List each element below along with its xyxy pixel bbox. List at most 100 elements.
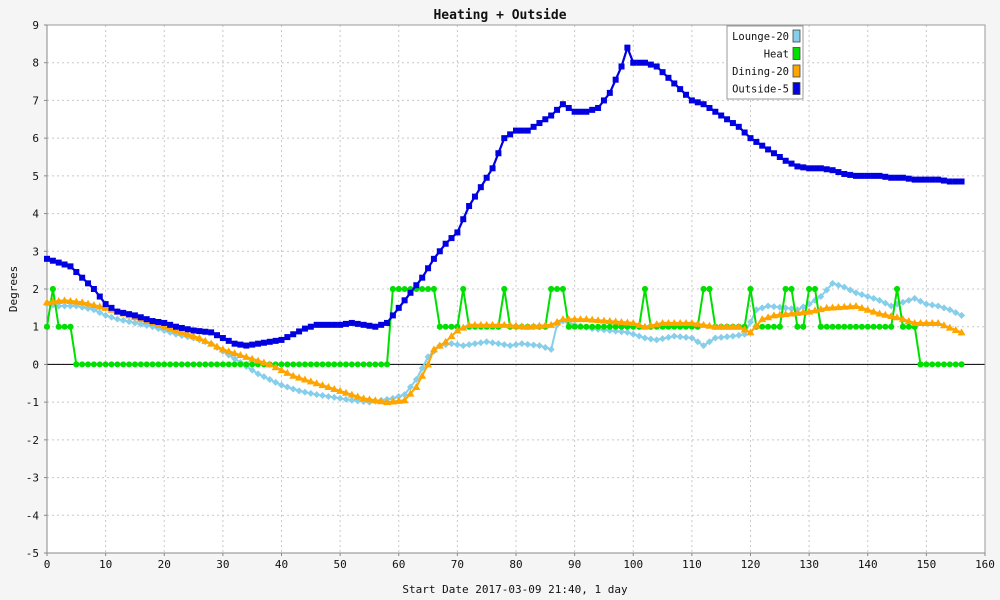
data-point bbox=[207, 339, 216, 347]
data-point bbox=[494, 340, 502, 348]
data-point bbox=[483, 338, 491, 346]
data-point bbox=[652, 320, 661, 328]
data-point bbox=[858, 291, 866, 299]
series-outside-5 bbox=[44, 44, 965, 349]
data-point bbox=[319, 392, 327, 400]
data-point bbox=[425, 286, 432, 292]
data-point bbox=[646, 321, 655, 329]
data-point bbox=[846, 286, 854, 294]
data-point bbox=[699, 320, 708, 328]
data-point bbox=[336, 386, 345, 394]
data-point bbox=[811, 165, 818, 172]
legend-swatch bbox=[792, 64, 801, 78]
data-point bbox=[113, 315, 121, 323]
data-point bbox=[43, 298, 51, 306]
data-point bbox=[389, 312, 396, 319]
data-point bbox=[888, 323, 895, 330]
y-tick-label: 0 bbox=[32, 358, 39, 371]
data-point bbox=[841, 323, 848, 330]
data-point bbox=[577, 108, 584, 115]
data-point bbox=[923, 361, 930, 368]
data-point bbox=[442, 323, 449, 330]
data-point bbox=[928, 318, 937, 326]
data-point bbox=[917, 361, 924, 368]
data-point bbox=[137, 320, 145, 328]
data-point bbox=[61, 302, 69, 310]
data-point bbox=[78, 298, 87, 306]
data-point bbox=[278, 381, 285, 389]
data-point bbox=[341, 388, 350, 396]
data-point bbox=[910, 318, 919, 326]
data-point bbox=[406, 389, 415, 397]
data-point bbox=[167, 361, 174, 368]
data-point bbox=[73, 269, 80, 276]
data-point bbox=[101, 303, 110, 311]
data-point bbox=[330, 393, 338, 401]
data-point bbox=[951, 326, 960, 334]
data-point bbox=[312, 379, 321, 387]
data-point bbox=[717, 333, 725, 341]
data-point bbox=[84, 299, 93, 307]
data-point bbox=[694, 99, 701, 106]
data-point bbox=[348, 319, 355, 326]
data-point bbox=[419, 274, 426, 281]
data-point bbox=[125, 318, 133, 326]
data-point bbox=[224, 347, 233, 355]
data-point bbox=[840, 283, 848, 291]
data-point bbox=[876, 172, 883, 179]
data-point bbox=[858, 172, 865, 179]
data-point bbox=[700, 101, 707, 108]
y-tick-label: -5 bbox=[26, 547, 39, 560]
data-point bbox=[641, 286, 648, 292]
data-point bbox=[378, 361, 385, 368]
data-point bbox=[79, 361, 86, 368]
data-point bbox=[788, 305, 796, 313]
data-point bbox=[190, 361, 197, 368]
data-point bbox=[946, 306, 954, 314]
data-point bbox=[465, 320, 474, 328]
data-point bbox=[366, 322, 373, 329]
data-point bbox=[196, 361, 203, 368]
data-point bbox=[881, 310, 890, 318]
data-point bbox=[640, 322, 649, 330]
data-point bbox=[916, 318, 925, 326]
data-point bbox=[671, 80, 678, 87]
data-point bbox=[589, 323, 596, 330]
data-point bbox=[254, 356, 263, 364]
legend-swatch bbox=[792, 82, 801, 95]
data-point bbox=[266, 376, 274, 384]
data-point bbox=[289, 371, 298, 379]
data-point bbox=[958, 311, 966, 319]
data-point bbox=[425, 265, 432, 272]
data-point bbox=[500, 341, 508, 349]
data-point bbox=[102, 311, 110, 319]
data-point bbox=[636, 59, 643, 66]
data-point bbox=[811, 286, 818, 292]
data-point bbox=[283, 383, 291, 391]
data-point bbox=[284, 361, 291, 368]
data-point bbox=[342, 361, 349, 368]
data-point bbox=[734, 322, 743, 330]
data-point bbox=[923, 176, 930, 183]
data-point bbox=[513, 127, 519, 134]
data-point bbox=[822, 303, 831, 311]
data-point bbox=[594, 316, 603, 324]
data-point bbox=[131, 361, 138, 368]
data-point bbox=[641, 59, 648, 66]
data-point bbox=[178, 324, 185, 331]
data-point bbox=[887, 302, 895, 310]
data-point bbox=[149, 318, 156, 325]
data-point bbox=[114, 361, 121, 368]
data-point bbox=[67, 323, 74, 330]
data-point bbox=[847, 323, 854, 330]
data-point bbox=[412, 376, 420, 384]
data-point bbox=[554, 286, 561, 292]
y-tick-label: -1 bbox=[26, 396, 39, 409]
data-point bbox=[214, 361, 221, 368]
data-point bbox=[770, 150, 777, 157]
data-point bbox=[255, 340, 262, 347]
data-point bbox=[599, 316, 608, 324]
data-point bbox=[84, 304, 92, 312]
data-point bbox=[688, 97, 695, 104]
